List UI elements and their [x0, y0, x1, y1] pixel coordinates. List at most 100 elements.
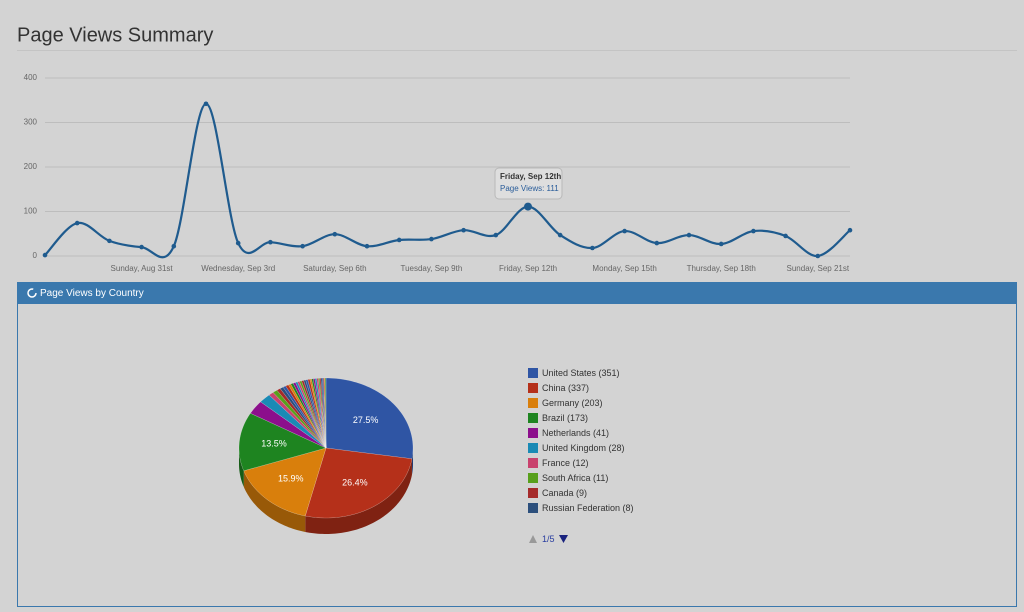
- legend-swatch: [528, 383, 538, 393]
- y-tick-label: 400: [24, 73, 38, 82]
- pager-prev[interactable]: [529, 535, 537, 543]
- legend-label: South Africa (11): [542, 473, 608, 483]
- pie-top: [295, 381, 327, 449]
- refresh-icon[interactable]: [27, 288, 37, 298]
- pie-slice: [324, 377, 327, 449]
- pie-side: [305, 458, 412, 534]
- legend-label: France (12): [542, 458, 589, 468]
- pie-top: [323, 377, 327, 449]
- legend-label: United States (351): [542, 368, 620, 378]
- pie-side: [239, 448, 244, 487]
- data-point: [107, 238, 112, 244]
- panel: [17, 282, 1017, 607]
- data-point: [815, 253, 821, 259]
- data-point: [42, 252, 48, 258]
- legend-label: Netherlands (41): [542, 428, 609, 438]
- data-point: [171, 243, 177, 249]
- pie-top: [285, 384, 327, 449]
- pie-top: [260, 394, 327, 449]
- legend-label: Russian Federation (8): [542, 503, 634, 513]
- data-point: [847, 227, 853, 233]
- x-tick-label: Sunday, Sep 21st: [787, 264, 850, 273]
- pie-top: [305, 379, 327, 449]
- pie-top: [303, 379, 327, 449]
- legend-swatch: [528, 488, 538, 498]
- pie-slice: [301, 380, 327, 449]
- pie-slice: [238, 412, 327, 487]
- panel-header: [17, 282, 1017, 304]
- data-point: [74, 220, 80, 226]
- data-point: [235, 240, 241, 246]
- pie-slice: [295, 381, 327, 449]
- pie-side: [243, 470, 306, 532]
- data-point: [300, 243, 305, 249]
- data-point: [622, 228, 627, 234]
- pie-slice: [304, 447, 413, 534]
- legend-swatch: [528, 398, 538, 408]
- pie-top: [287, 383, 327, 449]
- line-series: [44, 102, 851, 259]
- pie-top: [319, 377, 327, 449]
- legend-label: China (337): [542, 383, 589, 393]
- legend-label: United Kingdom (28): [542, 443, 625, 453]
- y-tick-label: 100: [24, 207, 38, 216]
- legend-swatch: [528, 428, 538, 438]
- legend-swatch: [528, 458, 538, 468]
- pie-slice: [303, 379, 327, 449]
- legend-swatch: [528, 503, 538, 513]
- pie-top: [238, 412, 327, 472]
- data-point: [783, 233, 788, 239]
- x-tick-label: Wednesday, Sep 3rd: [201, 264, 275, 273]
- pie-top: [325, 377, 414, 460]
- tooltip: Friday, Sep 12th Page Views: 111: [494, 167, 563, 200]
- tooltip-box: [494, 167, 563, 200]
- pager-label: 1/5: [542, 534, 555, 544]
- pie-slice: [260, 394, 327, 449]
- slice-label: 13.5%: [261, 438, 287, 448]
- pie-top: [314, 378, 327, 449]
- data-point: [493, 232, 499, 238]
- pie-top: [304, 447, 413, 519]
- pie-slice: [250, 401, 327, 449]
- x-tick-label: Thursday, Sep 18th: [687, 264, 756, 273]
- data-point: [461, 227, 466, 233]
- panel-title: Page Views by Country: [40, 288, 144, 299]
- data-point: [686, 232, 692, 238]
- pager: 1/5: [529, 534, 568, 544]
- legend-swatch: [528, 368, 538, 378]
- slice-label: 15.9%: [278, 473, 304, 483]
- x-tick-label: Monday, Sep 15th: [592, 264, 656, 273]
- pie-slice: [314, 378, 327, 449]
- data-point: [654, 240, 660, 246]
- x-tick-label: Friday, Sep 12th: [499, 264, 557, 273]
- tooltip-label: Page Views: 111: [500, 184, 559, 193]
- pie-slice: [243, 447, 327, 532]
- data-point: [751, 228, 756, 234]
- legend-swatch: [528, 443, 538, 453]
- y-tick-label: 300: [24, 118, 38, 127]
- x-tick-label: Saturday, Sep 6th: [303, 264, 366, 273]
- pie-slice: [323, 377, 327, 449]
- slice-label: 26.4%: [342, 477, 368, 487]
- pie-slice: [285, 384, 327, 449]
- pie-top: [301, 380, 327, 449]
- pie-chart: 27.5% 26.4% 15.9% 13.5% United States (351) C…: [238, 368, 634, 534]
- pie-slice: [268, 392, 327, 449]
- data-point: [396, 237, 402, 243]
- pie-slice: [325, 377, 414, 475]
- y-tick-label: 200: [24, 162, 38, 171]
- pie-top: [250, 401, 327, 449]
- data-point: [557, 232, 563, 238]
- slice-label: 27.5%: [353, 415, 379, 425]
- data-point: [203, 101, 209, 107]
- y-tick-label: 0: [33, 251, 38, 260]
- pie-slice: [272, 389, 327, 449]
- pager-next[interactable]: [559, 535, 568, 543]
- legend-swatch: [528, 473, 538, 483]
- x-tick-label: Sunday, Aug 31st: [111, 264, 174, 273]
- page-title: Page Views Summary: [17, 24, 213, 46]
- pie-slice: [312, 378, 327, 449]
- line-chart: 0 100 200 300 400 Sunday, Aug 31st Wednesday, …: [24, 73, 853, 273]
- data-point: [268, 239, 273, 245]
